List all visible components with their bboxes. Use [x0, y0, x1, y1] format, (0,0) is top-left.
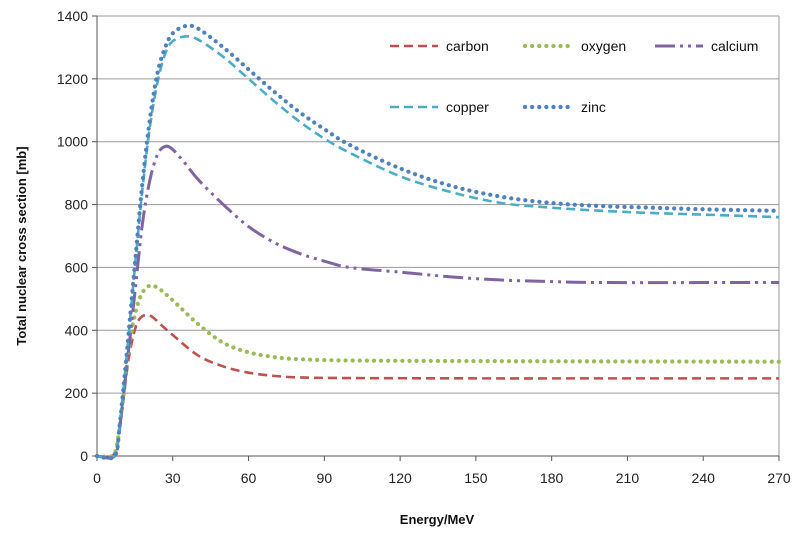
x-tick-label-240: 240	[692, 470, 716, 486]
legend-label-carbon: carbon	[446, 38, 489, 54]
series-line-calcium	[96, 144, 780, 460]
legend-label-calcium: calcium	[711, 38, 758, 54]
y-tick-label-1200: 1200	[57, 71, 88, 87]
series-line-copper	[96, 35, 780, 460]
x-tick-label-0: 0	[93, 470, 101, 486]
x-tick-label-30: 30	[165, 470, 181, 486]
series-line-carbon	[96, 313, 779, 459]
legend-item-calcium: calcium	[655, 38, 758, 54]
x-tick-label-270: 270	[767, 470, 791, 486]
x-axis-title: Energy/MeV	[400, 512, 475, 527]
x-tick-label-60: 60	[241, 470, 257, 486]
legend-item-copper: copper	[390, 99, 489, 115]
legend-label-zinc: zinc	[581, 99, 606, 115]
series-line-oxygen	[94, 283, 782, 460]
y-tick-label-400: 400	[65, 322, 89, 338]
legend: carbon oxygen calcium copper zinc	[390, 38, 758, 115]
legend-item-zinc: zinc	[522, 99, 606, 115]
x-tick-label-90: 90	[317, 470, 333, 486]
x-tick-label-180: 180	[540, 470, 564, 486]
ticks-layer: 0 200 400 600 800 1000 1200 1400 0 30 60 90 120 150 18…	[57, 8, 791, 486]
y-tick-label-600: 600	[65, 259, 89, 275]
x-tick-label-150: 150	[464, 470, 488, 486]
y-tick-label-0: 0	[80, 448, 88, 464]
legend-item-oxygen: oxygen	[522, 38, 626, 54]
y-tick-label-1400: 1400	[57, 8, 88, 24]
y-tick-label-200: 200	[65, 385, 89, 401]
axes-layer	[96, 16, 779, 457]
legend-item-carbon: carbon	[390, 38, 489, 54]
legend-label-copper: copper	[446, 99, 489, 115]
series-line-zinc	[94, 23, 782, 461]
x-tick-label-210: 210	[616, 470, 640, 486]
series-layer	[94, 23, 782, 461]
y-tick-label-800: 800	[65, 197, 89, 213]
y-axis-title: Total nuclear cross section [mb]	[14, 146, 29, 345]
legend-label-oxygen: oxygen	[581, 38, 626, 54]
grid-layer	[97, 15, 780, 456]
x-tick-label-120: 120	[388, 470, 412, 486]
y-tick-label-1000: 1000	[57, 134, 88, 150]
